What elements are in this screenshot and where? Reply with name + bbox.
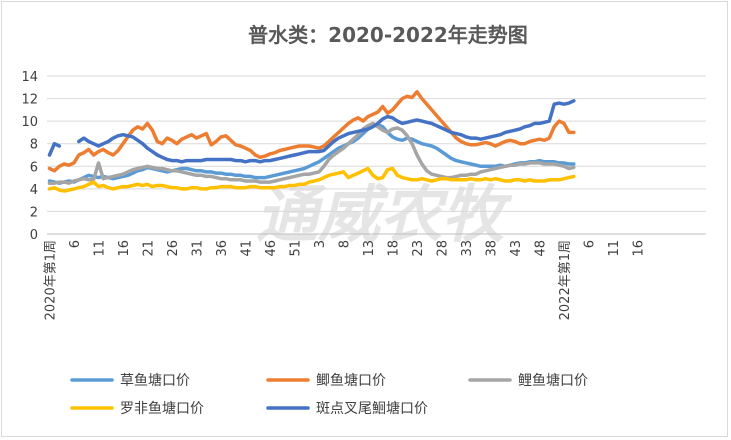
legend-label: 斑点叉尾鮰塘口价 [316, 401, 428, 417]
x-tick-label: 46 [264, 240, 279, 257]
x-tick-label: 16 [631, 240, 646, 257]
x-tick-label: 13 [362, 240, 377, 257]
gridlines [47, 75, 706, 235]
x-tick-label: 38 [484, 240, 499, 257]
y-axis: 0 2 4 6 8 10 12 14 [21, 70, 38, 243]
y-tick-label: 6 [30, 160, 38, 175]
legend-label: 草鱼塘口价 [120, 372, 190, 389]
x-tick-label: 11 [607, 240, 622, 257]
y-tick-label: 12 [21, 93, 38, 108]
series-line [47, 121, 576, 185]
series-line [47, 122, 576, 185]
x-tick-label: 41 [239, 240, 254, 257]
y-tick-label: 14 [21, 70, 38, 85]
chart-title: 普水类：2020-2022年走势图 [248, 23, 528, 47]
x-tick-label: 6 [582, 240, 597, 248]
y-tick-label: 0 [30, 228, 38, 243]
series-line [47, 166, 576, 193]
y-tick-label: 4 [30, 183, 38, 198]
x-tick-label: 23 [411, 240, 426, 257]
x-tick-label: 48 [533, 240, 548, 257]
x-tick-label: 31 [190, 240, 205, 257]
series-line [47, 90, 576, 173]
x-tick-label: 6 [68, 240, 83, 248]
x-tick-label: 8 [337, 240, 352, 248]
series-line [47, 99, 576, 164]
x-tick-label: 3 [313, 240, 328, 248]
x-tick-label: 33 [460, 240, 475, 257]
y-tick-label: 2 [30, 205, 38, 220]
x-tick-label: 28 [435, 240, 450, 257]
legend-label: 罗非鱼塘口价 [120, 400, 204, 417]
x-tick-label: 2022年第1周 [558, 240, 573, 320]
series-lines [47, 90, 576, 193]
legend-label: 鲫鱼塘口价 [316, 372, 386, 389]
x-tick-label: 51 [288, 240, 303, 257]
x-tick-label: 11 [92, 240, 107, 257]
x-axis: 2020年第1周 6 11 16 21 26 31 36 41 46 51 3 8 13 18 23 28 33 3… [43, 240, 646, 320]
legend-label: 鲤鱼塘口价 [518, 372, 588, 389]
x-tick-label: 26 [166, 240, 181, 257]
x-tick-label: 2020年第1周 [43, 240, 58, 320]
x-tick-label: 21 [141, 240, 156, 257]
x-tick-label: 36 [215, 240, 230, 257]
x-tick-label: 43 [509, 240, 524, 257]
watermark: 通威农牧 [256, 178, 513, 251]
x-tick-label: 16 [117, 240, 132, 257]
y-tick-label: 8 [30, 138, 38, 153]
x-tick-label: 18 [386, 240, 401, 257]
y-tick-label: 10 [21, 115, 38, 130]
